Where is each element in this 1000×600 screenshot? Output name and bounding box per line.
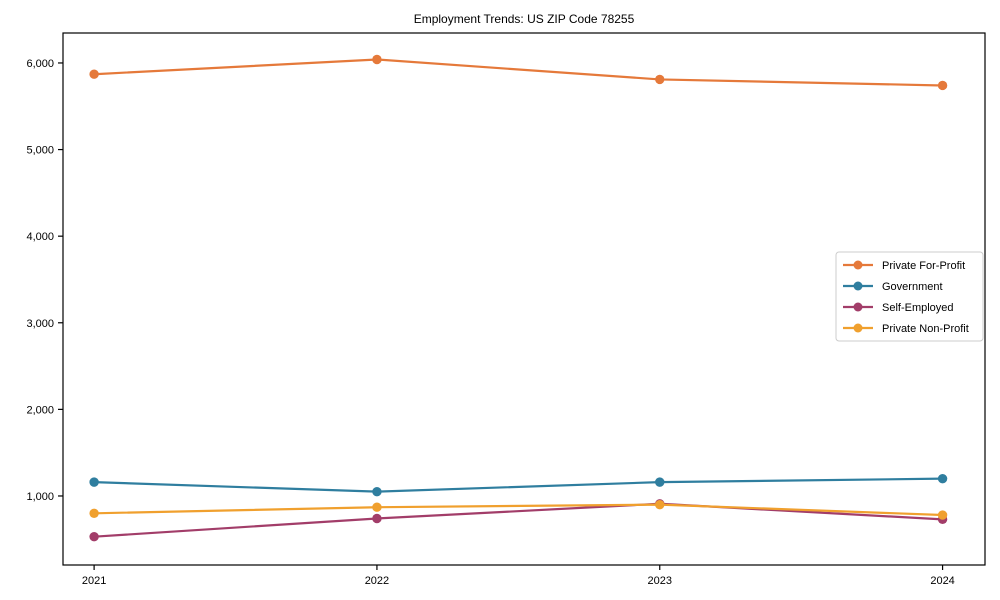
x-tick-label: 2022 (365, 575, 389, 587)
data-point-government-2022 (372, 486, 382, 497)
chart-title: Employment Trends: US ZIP Code 78255 (414, 12, 635, 26)
data-point-private-for-profit-2023 (655, 74, 665, 85)
plot-border (62, 32, 986, 566)
legend: Private For-Profit Government Self-Employe… (835, 251, 984, 342)
data-point-private-for-profit-2022 (372, 54, 382, 65)
legend-sample-marker-self-employed (853, 302, 863, 312)
series-layer (89, 54, 948, 542)
data-point-government-2021 (89, 477, 99, 487)
data-point-private-for-profit-2024 (937, 80, 948, 91)
series-line-private-non-profit (93, 503, 944, 517)
legend-label-private-for-profit: Private For-Profit (882, 260, 965, 272)
data-point-private-non-profit-2023 (655, 499, 665, 510)
y-tick-label: 1,000 (26, 491, 54, 503)
data-point-self-employed-2022 (372, 513, 382, 524)
x-axis: 2021 2022 2023 2024 (82, 565, 955, 587)
legend-sample-marker-private-for-profit (853, 260, 863, 270)
legend-label-self-employed: Self-Employed (882, 302, 954, 314)
series-line-self-employed (93, 502, 944, 538)
data-point-self-employed-2021 (89, 531, 99, 542)
legend-sample-marker-government (853, 281, 863, 291)
data-point-private-non-profit-2021 (89, 508, 99, 518)
y-tick-label: 5,000 (26, 145, 54, 157)
y-axis: 1,000 2,000 3,000 4,000 5,000 6,000 (26, 58, 63, 503)
y-tick-label: 2,000 (26, 404, 54, 416)
legend-sample-marker-private-non-profit (853, 323, 863, 333)
data-point-private-non-profit-2024 (937, 510, 948, 520)
data-point-government-2023 (655, 477, 665, 487)
x-tick-label: 2023 (648, 575, 672, 587)
legend-label-government: Government (882, 281, 943, 293)
y-tick-label: 3,000 (26, 318, 54, 330)
legend-box (835, 251, 984, 342)
series-line-government (93, 477, 944, 493)
y-tick-label: 4,000 (26, 231, 54, 243)
legend-label-private-non-profit: Private Non-Profit (882, 323, 969, 335)
data-point-government-2024 (937, 473, 948, 484)
y-tick-label: 6,000 (26, 58, 54, 70)
data-point-private-non-profit-2022 (372, 502, 382, 512)
series-line-private-for-profit (93, 58, 944, 87)
data-point-private-for-profit-2021 (89, 69, 99, 79)
x-tick-label: 2024 (930, 575, 954, 587)
x-tick-label: 2021 (82, 575, 106, 587)
